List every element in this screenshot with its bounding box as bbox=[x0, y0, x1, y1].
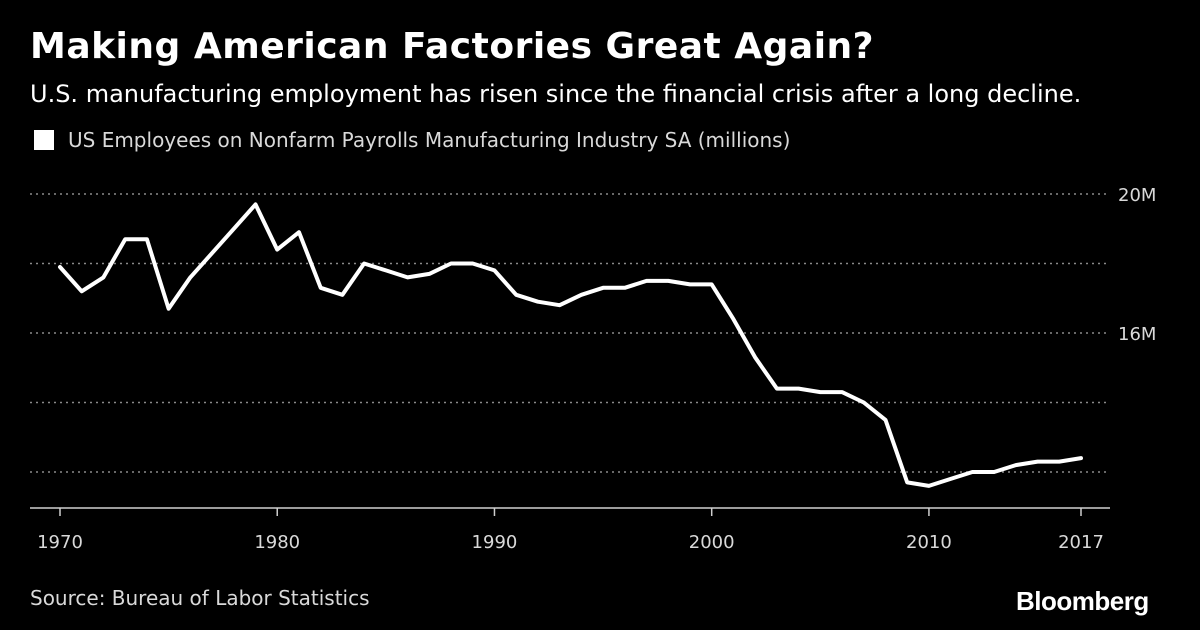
bloomberg-logo: Bloomberg bbox=[1016, 586, 1149, 616]
y-tick-label-20: 20M bbox=[1118, 185, 1156, 206]
legend-label: US Employees on Nonfarm Payrolls Manufac… bbox=[68, 128, 791, 152]
x-axis: 1970 1980 1990 2000 2010 2017 bbox=[30, 507, 1110, 553]
x-tick-label-1990: 1990 bbox=[472, 532, 518, 553]
series-layer bbox=[58, 202, 1083, 488]
grid-layer bbox=[30, 193, 1110, 473]
chart-title: Making American Factories Great Again? bbox=[30, 26, 875, 67]
y-tick-label-16: 16M bbox=[1118, 324, 1156, 345]
source-note: Source: Bureau of Labor Statistics bbox=[30, 586, 370, 610]
x-tick-label-1980: 1980 bbox=[254, 532, 300, 553]
x-tick-label-2010: 2010 bbox=[906, 532, 952, 553]
legend-swatch bbox=[34, 130, 54, 150]
y-axis-labels: 20M 16M bbox=[1118, 185, 1156, 345]
x-tick-label-2017: 2017 bbox=[1058, 532, 1104, 553]
chart-legend: US Employees on Nonfarm Payrolls Manufac… bbox=[34, 128, 790, 152]
series-line-0 bbox=[58, 202, 1083, 488]
x-tick-label-1970: 1970 bbox=[37, 532, 83, 553]
x-tick-label-2000: 2000 bbox=[689, 532, 735, 553]
chart-subtitle: U.S. manufacturing employment has risen … bbox=[30, 80, 1082, 108]
